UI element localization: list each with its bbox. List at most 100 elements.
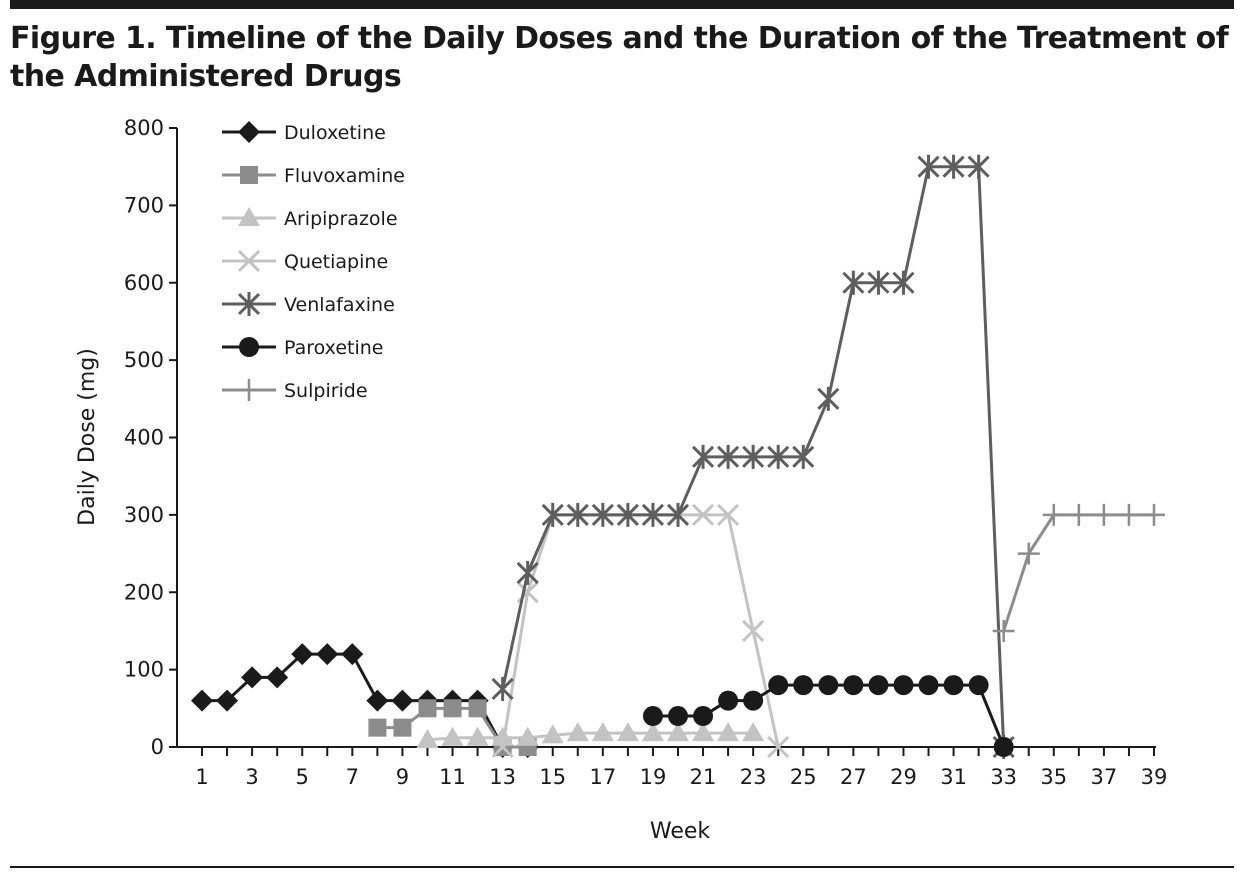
legend-label: Sulpiride: [284, 380, 368, 402]
data-point-triangle: [466, 726, 489, 746]
data-point-diamond: [341, 643, 364, 666]
data-point-square: [240, 166, 258, 184]
data-point-circle: [943, 675, 964, 696]
data-point-circle: [843, 675, 864, 696]
y-axis-title: Daily Dose (mg): [75, 348, 100, 526]
data-point-plus: [1092, 503, 1115, 526]
data-point-triangle: [238, 207, 260, 226]
figure-title: Figure 1. Timeline of the Daily Doses an…: [10, 21, 1229, 94]
data-point-asterisk: [641, 502, 665, 527]
data-point-asterisk: [541, 502, 564, 527]
data-point-asterisk: [892, 270, 915, 295]
data-point-diamond: [238, 121, 260, 143]
y-tick-label: 200: [124, 580, 164, 604]
y-tick-label: 0: [151, 735, 164, 759]
series-quetiapine: [491, 503, 790, 759]
x-tick-label: 3: [245, 765, 258, 789]
data-point-circle: [868, 675, 889, 696]
series-line-quetiapine: [501, 513, 780, 748]
data-point-square: [418, 699, 437, 718]
data-point-square: [443, 699, 462, 718]
data-point-diamond: [391, 689, 414, 712]
y-tick-label: 300: [124, 503, 164, 527]
top-rule: [10, 0, 1234, 9]
data-point-circle: [818, 675, 839, 696]
x-tick-label: 17: [589, 765, 616, 789]
x-tick-label: 1: [195, 765, 208, 789]
chart-legend: Duloxetine Fluvoxamine Aripiprazole Quetiap…: [222, 121, 405, 402]
x-tick-label: 13: [489, 765, 516, 789]
data-point-square: [468, 699, 487, 718]
data-point-circle: [993, 737, 1014, 757]
data-point-x: [237, 249, 261, 273]
series-aripiprazole: [416, 722, 765, 749]
data-point-asterisk: [742, 444, 765, 469]
data-point-asterisk: [717, 444, 740, 469]
data-point-circle: [743, 690, 764, 711]
data-point-triangle: [717, 722, 740, 742]
data-point-asterisk: [867, 270, 890, 295]
data-point-plus: [1017, 542, 1040, 565]
data-point-x: [742, 619, 765, 642]
data-point-x: [717, 503, 740, 526]
x-tick-label: 37: [1091, 765, 1118, 789]
legend-item-paroxetine: Paroxetine: [222, 337, 384, 359]
legend-label: Duloxetine: [284, 122, 386, 144]
legend-item-venlafaxine: Venlafaxine: [222, 292, 395, 316]
bottom-rule: [10, 866, 1234, 868]
data-point-x: [691, 503, 715, 526]
data-point-triangle: [591, 722, 614, 742]
data-point-circle: [893, 675, 914, 696]
y-tick-label: 100: [124, 658, 164, 682]
data-point-asterisk: [767, 444, 790, 469]
data-point-asterisk: [566, 502, 589, 527]
series-sulpiride: [992, 503, 1165, 642]
data-point-triangle: [416, 729, 439, 749]
x-tick-label: 33: [990, 765, 1017, 789]
data-point-triangle: [541, 724, 564, 744]
data-point-x: [491, 735, 514, 759]
x-axis-title: Week: [650, 819, 711, 844]
data-point-asterisk: [516, 560, 539, 585]
data-point-diamond: [291, 643, 314, 666]
x-tick-label: 25: [790, 765, 817, 789]
data-point-asterisk: [792, 444, 815, 469]
data-point-plus: [1067, 503, 1090, 526]
data-point-asterisk: [666, 502, 690, 527]
series-line-sulpiride: [1002, 513, 1154, 632]
legend-label: Venlafaxine: [284, 294, 395, 316]
series-paroxetine: [642, 675, 1014, 757]
data-point-circle: [718, 690, 739, 711]
legend-label: Fluvoxamine: [284, 165, 405, 187]
data-point-asterisk: [237, 292, 261, 316]
legend-item-fluvoxamine: Fluvoxamine: [222, 165, 405, 187]
x-tick-label: 39: [1141, 765, 1168, 789]
data-point-asterisk: [591, 502, 614, 527]
legend-item-aripiprazole: Aripiprazole: [222, 207, 398, 230]
legend-label: Aripiprazole: [284, 208, 398, 230]
data-point-square: [368, 718, 387, 737]
x-tick-label: 7: [346, 765, 359, 789]
x-tick-label: 19: [640, 765, 667, 789]
y-tick-label: 700: [124, 193, 164, 217]
data-point-circle: [239, 337, 259, 357]
data-point-asterisk: [967, 154, 990, 179]
data-point-diamond: [316, 643, 339, 666]
data-point-asterisk: [842, 270, 865, 295]
data-point-circle: [693, 706, 714, 727]
data-point-triangle: [616, 722, 639, 742]
x-tick-label: 35: [1040, 765, 1067, 789]
y-tick-label: 500: [124, 348, 164, 372]
data-point-plus: [1042, 503, 1065, 526]
data-point-x: [767, 735, 790, 759]
data-point-asterisk: [491, 676, 514, 701]
data-point-triangle: [516, 726, 539, 746]
data-point-diamond: [216, 689, 239, 712]
data-point-triangle: [566, 722, 589, 742]
x-tick-label: 27: [840, 765, 867, 789]
data-point-diamond: [191, 689, 213, 712]
legend-label: Paroxetine: [284, 337, 384, 359]
data-point-circle: [642, 706, 663, 727]
x-tick-label: 23: [740, 765, 767, 789]
